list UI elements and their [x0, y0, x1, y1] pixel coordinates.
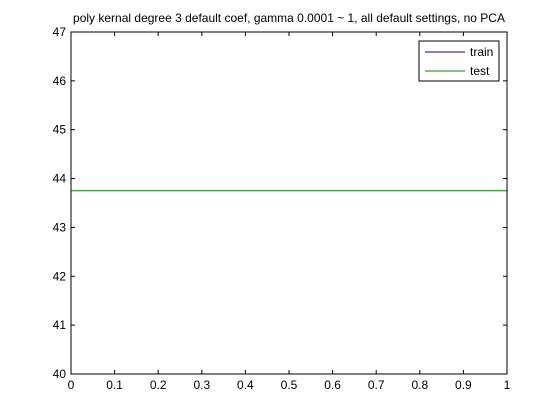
x-tick-label: 0.4 [237, 378, 254, 392]
x-tick-label: 0.7 [368, 378, 385, 392]
y-tick-label: 40 [53, 367, 67, 381]
y-tick-label: 47 [53, 25, 67, 39]
y-tick-label: 42 [53, 269, 67, 283]
y-tick-label: 44 [53, 172, 67, 186]
legend-label-train: train [470, 45, 493, 59]
x-tick-label: 0.5 [281, 378, 298, 392]
y-tick-label: 41 [53, 318, 67, 332]
x-tick-label: 0.9 [455, 378, 472, 392]
x-tick-label: 0.1 [106, 378, 123, 392]
legend-label-test: test [470, 64, 490, 78]
x-tick-label: 0.2 [150, 378, 167, 392]
y-tick-label: 46 [53, 74, 67, 88]
chart-title: poly kernal degree 3 default coef, gamma… [73, 11, 505, 25]
x-tick-label: 0.8 [411, 378, 428, 392]
x-tick-label: 0 [68, 378, 75, 392]
x-tick-label: 0.6 [324, 378, 341, 392]
plot-area [71, 32, 507, 374]
y-tick-label: 43 [53, 220, 67, 234]
x-tick-label: 0.3 [193, 378, 210, 392]
x-tick-label: 1 [504, 378, 511, 392]
legend: train test [419, 41, 499, 81]
y-tick-label: 45 [53, 123, 67, 137]
